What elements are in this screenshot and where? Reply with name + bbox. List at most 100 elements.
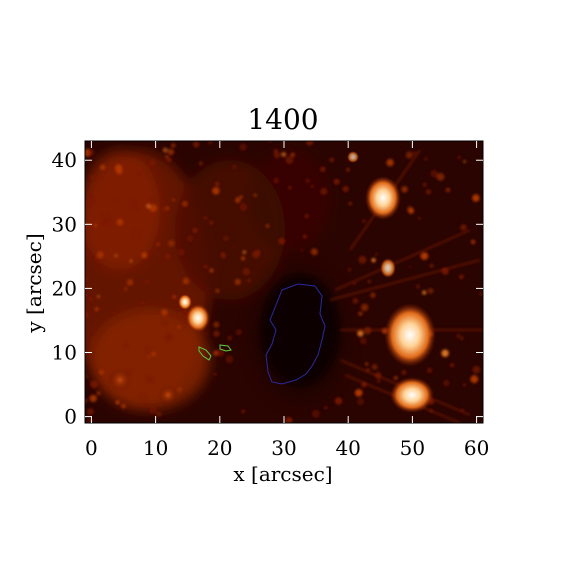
speckle xyxy=(137,172,141,176)
speckle xyxy=(114,254,118,258)
speckle xyxy=(285,156,294,165)
speckle xyxy=(311,409,320,418)
speckle xyxy=(290,152,295,157)
speckle xyxy=(203,264,208,269)
speckle xyxy=(425,189,432,195)
speckle xyxy=(89,174,96,181)
speckle xyxy=(420,252,429,260)
speckle xyxy=(192,227,198,234)
x-tick-label: 0 xyxy=(85,436,98,460)
speckle xyxy=(124,287,128,291)
speckle xyxy=(113,311,116,315)
speckle xyxy=(144,400,148,404)
speckle xyxy=(423,156,428,161)
speckle xyxy=(165,253,171,260)
speckle xyxy=(133,205,138,210)
speckle xyxy=(165,206,169,210)
speckle xyxy=(215,289,220,293)
speckle xyxy=(361,218,367,224)
speckle xyxy=(98,177,102,181)
speckle xyxy=(360,303,369,312)
speckle xyxy=(253,193,257,197)
speckle xyxy=(207,141,213,145)
x-tick-label: 50 xyxy=(400,436,425,460)
speckle xyxy=(430,169,439,178)
x-axis-label: x [arcsec] xyxy=(233,462,332,486)
speckle xyxy=(87,408,94,415)
speckle xyxy=(145,346,151,353)
y-tick-label: 10 xyxy=(52,341,77,365)
speckle xyxy=(192,141,200,148)
speckle xyxy=(88,296,94,302)
speckle xyxy=(167,148,174,156)
small-contour-a xyxy=(198,346,212,361)
speckle xyxy=(470,239,476,245)
speckle xyxy=(230,228,234,232)
speckle xyxy=(149,198,154,203)
x-axis-ticks: 0 10 20 30 40 50 60 xyxy=(85,141,489,460)
speckle xyxy=(116,218,124,226)
speckle xyxy=(319,166,326,173)
speckle xyxy=(352,297,359,304)
speckle xyxy=(386,158,394,167)
speckle xyxy=(123,342,129,348)
speckle xyxy=(427,287,434,294)
speckle xyxy=(367,280,371,283)
speckle xyxy=(121,404,126,409)
speckle xyxy=(371,364,378,370)
speckle xyxy=(168,240,175,247)
speckle xyxy=(457,155,461,160)
speckle xyxy=(181,200,188,207)
speckle xyxy=(450,363,455,368)
speckle xyxy=(287,185,292,190)
y-axis-ticks: 0 10 20 30 40 xyxy=(52,148,483,429)
speckle xyxy=(220,253,225,257)
bright-patches xyxy=(108,151,436,413)
speckle xyxy=(242,250,246,254)
speckle xyxy=(113,198,117,202)
speckle xyxy=(429,263,434,268)
speckle xyxy=(401,186,408,193)
speckle xyxy=(281,152,287,157)
speckle xyxy=(96,251,104,259)
speckle xyxy=(156,411,162,418)
speckle xyxy=(360,337,367,345)
speckle xyxy=(445,187,451,193)
speckle xyxy=(470,375,479,384)
speckle xyxy=(144,278,150,284)
speckle xyxy=(408,208,414,214)
speckle xyxy=(129,259,133,263)
speckle xyxy=(100,164,106,170)
speckle xyxy=(376,378,381,384)
speckle xyxy=(241,409,245,414)
umbra-contour xyxy=(265,283,326,385)
speckle xyxy=(413,151,417,155)
speckle xyxy=(358,311,363,316)
speckle xyxy=(166,157,172,163)
speckle xyxy=(177,387,182,392)
speckle xyxy=(140,300,145,305)
speckle xyxy=(161,320,167,326)
speckle xyxy=(333,178,340,185)
speckle xyxy=(171,143,176,148)
y-tick-label: 30 xyxy=(52,212,77,236)
speckle xyxy=(216,349,225,357)
speckle xyxy=(181,324,185,328)
speckle xyxy=(85,276,89,283)
speckle xyxy=(203,216,208,220)
speckle xyxy=(354,390,362,397)
speckle xyxy=(204,332,208,335)
speckle xyxy=(90,380,98,389)
speckle xyxy=(370,292,376,298)
y-tick-label: 0 xyxy=(64,405,77,429)
speckle xyxy=(436,173,445,181)
speckle xyxy=(305,178,311,184)
speckle xyxy=(165,333,173,341)
speckle xyxy=(161,309,168,316)
speckle xyxy=(177,248,185,256)
speckle xyxy=(342,185,349,193)
speckle xyxy=(94,307,99,312)
speckle xyxy=(251,250,260,259)
speckle xyxy=(88,196,96,204)
x-tick-label: 30 xyxy=(271,436,296,460)
